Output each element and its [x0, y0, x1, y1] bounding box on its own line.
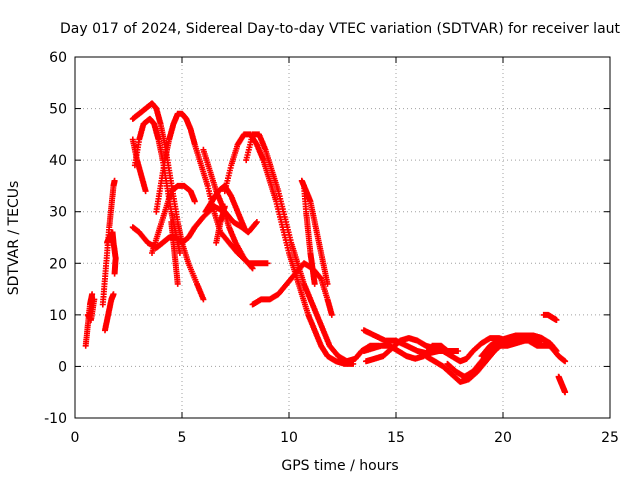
marker-path — [168, 219, 181, 287]
y-tick-label: 0 — [58, 359, 67, 375]
data-points — [82, 100, 569, 396]
series-arc-ab — [555, 373, 569, 396]
y-axis-label: SDTVAR / TECUs — [6, 181, 22, 296]
marker-path — [213, 203, 228, 246]
y-tick-label: 20 — [49, 256, 67, 272]
series-arc-l — [168, 219, 181, 287]
marker-path — [478, 332, 560, 360]
x-tick-label: 15 — [387, 430, 405, 446]
marker-path — [84, 296, 98, 323]
series-arc-j — [149, 182, 198, 256]
y-tick-label: 10 — [49, 308, 67, 324]
x-tick-label: 0 — [71, 430, 80, 446]
y-tick-label: -10 — [44, 411, 67, 427]
marker-path — [555, 373, 569, 396]
series-arc-o — [213, 203, 228, 246]
y-tick-label: 30 — [49, 205, 67, 221]
y-tick-label: 50 — [49, 102, 67, 118]
x-tick-label: 5 — [178, 430, 187, 446]
marker-path — [149, 182, 198, 256]
series-arc-e — [104, 229, 119, 277]
series-arc-c — [102, 291, 117, 334]
series-arc-z — [478, 332, 560, 360]
series-arc-t — [301, 182, 318, 287]
series-arc-i — [129, 203, 260, 251]
x-tick-label: 20 — [494, 430, 512, 446]
y-tick-label: 60 — [49, 50, 67, 66]
marker-path — [540, 311, 560, 323]
marker-path — [221, 131, 357, 367]
series-arc-b — [84, 296, 98, 323]
marker-path — [102, 291, 117, 334]
marker-path — [129, 203, 260, 251]
x-tick-label: 10 — [280, 430, 298, 446]
chart-title: Day 017 of 2024, Sidereal Day-to-day VTE… — [60, 21, 621, 37]
plot-frame — [74, 56, 611, 419]
chart-grid — [75, 57, 610, 418]
marker-path — [104, 229, 119, 277]
x-axis-label: GPS time / hours — [281, 458, 398, 474]
marker-path — [301, 182, 318, 287]
series-arc-p — [221, 131, 357, 367]
x-tick-label: 25 — [601, 430, 619, 446]
series-arc-aa — [540, 311, 560, 323]
y-tick-label: 40 — [49, 153, 67, 169]
